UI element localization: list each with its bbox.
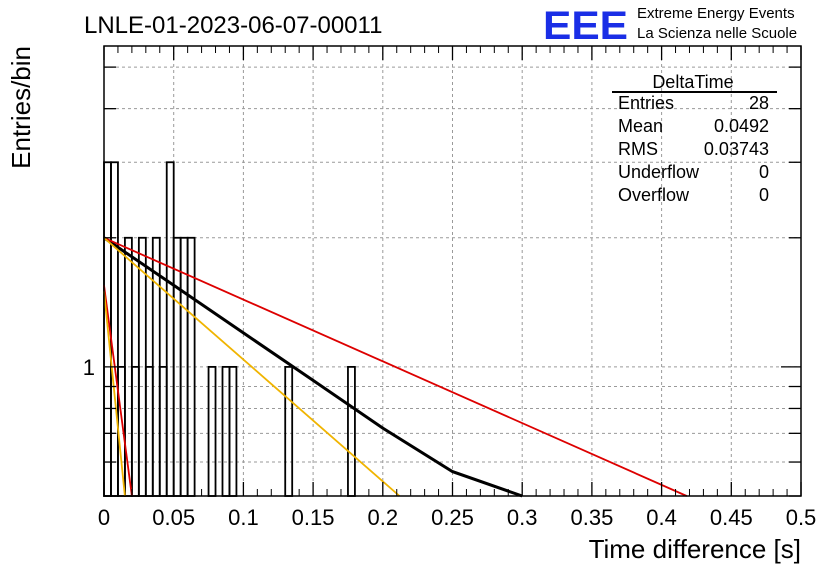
x-tick-label: 0.45 [710, 505, 753, 530]
x-tick-label: 0.25 [431, 505, 474, 530]
x-tick-label: 0 [98, 505, 110, 530]
x-tick-label: 0.5 [786, 505, 817, 530]
stats-value: 0 [759, 185, 769, 205]
x-tick-label: 0.4 [646, 505, 677, 530]
fit-line [103, 291, 126, 497]
grid [104, 46, 801, 496]
x-tick-label: 0.15 [292, 505, 335, 530]
stats-label: Underflow [618, 162, 700, 182]
stats-value: 28 [749, 93, 769, 113]
x-tick-labels: 0 0.05 0.1 0.15 0.2 0.25 0.3 0.35 0.4 0.45 0.5 [98, 505, 816, 530]
stats-label: Overflow [618, 185, 690, 205]
stats-label: Entries [618, 93, 674, 113]
stats-label: Mean [618, 116, 663, 136]
stats-value: 0.0492 [714, 116, 769, 136]
y-tick-labels: 1 [83, 355, 95, 380]
histogram-bar [110, 161, 119, 497]
chart-title: LNLE-01-2023-06-07-00011 [84, 12, 382, 39]
y-tick-label: 1 [83, 355, 95, 380]
fit-line [103, 236, 523, 498]
histogram-bar [165, 161, 175, 497]
x-tick-label: 0.05 [152, 505, 195, 530]
fit-line [103, 237, 401, 497]
fit-lines [103, 236, 688, 498]
stats-title: DeltaTime [652, 72, 733, 92]
x-tick-label: 0.2 [368, 505, 399, 530]
fit-line [103, 285, 133, 497]
x-axis-label: Time difference [s] [589, 534, 801, 564]
stats-value: 0.03743 [704, 139, 769, 159]
eee-logo-line2: La Scienza nelle Scuole [637, 25, 797, 42]
y-axis-label: Entries/bin [6, 46, 36, 169]
fit-line [103, 236, 688, 497]
eee-logo-line1: Extreme Energy Events [637, 5, 795, 22]
eee-logo: EEE Extreme Energy Events La Scienza nel… [543, 4, 797, 48]
x-tick-label: 0.1 [228, 505, 259, 530]
stats-box: DeltaTime Entries 28 Mean 0.0492 RMS 0.03743U… [612, 72, 777, 205]
stats-label: RMS [618, 139, 658, 159]
stats-value: 0 [759, 162, 769, 182]
x-tick-label: 0.35 [570, 505, 613, 530]
axis-ticks [103, 46, 802, 497]
eee-logo-mark: EEE [543, 4, 628, 48]
histogram [103, 161, 356, 497]
x-tick-label: 0.3 [507, 505, 538, 530]
